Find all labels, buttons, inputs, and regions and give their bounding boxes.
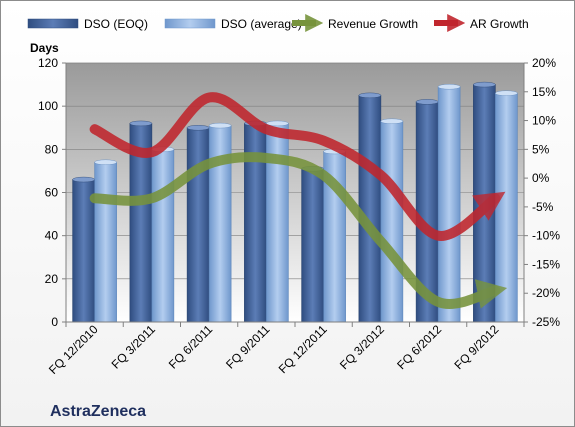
y-tick-label: 0 — [51, 315, 58, 329]
x-tick-label: FQ 12/2010 — [46, 322, 101, 377]
legend-label-dso-eoq: DSO (EOQ) — [84, 17, 148, 31]
bar-top — [72, 176, 95, 183]
bar-top — [495, 90, 518, 96]
y2-tick-label: 20% — [532, 56, 556, 70]
revenue-growth-line — [89, 152, 508, 309]
bar-top — [129, 120, 153, 127]
y-axis-label: Days — [30, 41, 59, 55]
legend-swatch-dso-eoq — [27, 18, 79, 29]
company-name: AstraZeneca — [50, 403, 146, 420]
y-tick-label: 100 — [38, 99, 58, 113]
legend-swatch-dso-average — [164, 18, 216, 29]
bars — [72, 81, 518, 323]
bar-top — [473, 81, 496, 88]
y2-tick-label: -5% — [532, 200, 554, 214]
y-tick-label: 40 — [45, 229, 59, 243]
y2-tick-label: -15% — [532, 257, 560, 271]
y2-tick-label: 15% — [532, 85, 556, 99]
bar-dso-average — [151, 149, 175, 323]
growth-lines — [89, 92, 508, 309]
bar-top — [415, 99, 439, 105]
bar-top — [94, 159, 117, 165]
legend: DSO (EOQ) DSO (average) Revenue Growth A… — [27, 14, 529, 32]
y-tick-label: 20 — [45, 272, 59, 286]
y2-tick-label: 0% — [532, 171, 550, 185]
bar-dso-eoq — [301, 168, 324, 323]
bar-top — [437, 84, 461, 90]
legend-label-revenue-growth: Revenue Growth — [328, 17, 418, 31]
x-tick-label: FQ 6/2011 — [166, 322, 216, 372]
y2-tick-label: 5% — [532, 142, 550, 156]
legend-label-dso-average: DSO (average) — [221, 17, 302, 31]
bar-top — [358, 92, 382, 99]
bar-dso-average — [437, 86, 461, 323]
y2-tick-label: -20% — [532, 286, 560, 300]
x-tick-label: FQ 3/2011 — [109, 322, 159, 372]
x-tick-label: FQ 9/2011 — [223, 322, 273, 372]
x-tick-label: FQ 9/2012 — [452, 322, 502, 372]
y-tick-label: 120 — [38, 56, 58, 70]
bar-dso-eoq — [358, 95, 382, 323]
bar-dso-average — [94, 161, 117, 323]
bar-top — [266, 120, 289, 127]
y2-tick-label: 10% — [532, 114, 556, 128]
y2-tick-label: -25% — [532, 315, 560, 329]
bar-dso-average — [266, 123, 289, 323]
bar-top — [186, 125, 210, 131]
y-tick-label: 80 — [45, 142, 59, 156]
bar-top — [208, 122, 232, 129]
bar-dso-average — [380, 120, 404, 323]
bar-top — [380, 118, 404, 124]
x-tick-label: FQ 12/2011 — [276, 322, 330, 376]
y2-tick-label: -10% — [532, 229, 560, 243]
legend-label-ar-growth: AR Growth — [470, 17, 529, 31]
bar-dso-eoq — [186, 127, 210, 323]
x-tick-label: FQ 6/2012 — [394, 322, 444, 372]
x-tick-label: FQ 3/2012 — [337, 322, 387, 372]
ar-growth-line — [89, 92, 506, 241]
y-tick-label: 60 — [45, 186, 59, 200]
